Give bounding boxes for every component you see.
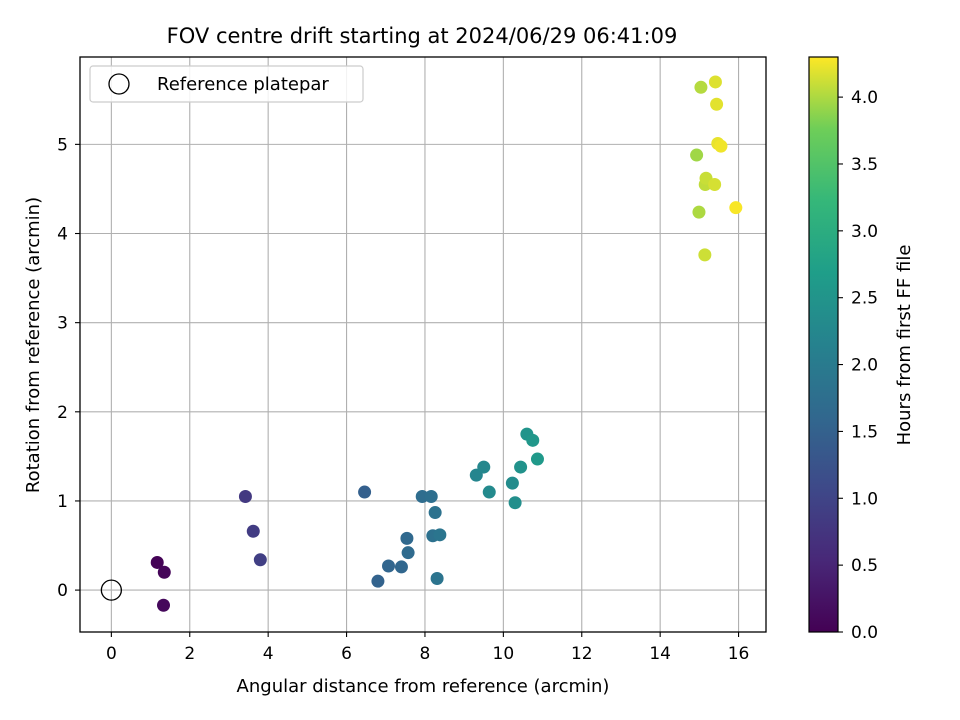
colorbar-tick-label: 1.5: [851, 422, 878, 442]
data-point: [394, 560, 408, 574]
data-point: [692, 205, 706, 219]
x-axis-label: Angular distance from reference (arcmin): [237, 676, 610, 697]
data-point: [156, 598, 170, 612]
colorbar-tick-label: 3.0: [851, 222, 878, 242]
reference-point: [100, 579, 123, 601]
x-tick-label: 12: [571, 644, 593, 664]
legend-marker-icon: [108, 73, 130, 95]
x-axis-ticks: 0 2 4 6 8 10 12 14 16: [106, 632, 749, 664]
data-point: [238, 489, 252, 503]
data-point: [253, 553, 267, 567]
colorbar-tick-label: 2.0: [851, 356, 878, 376]
colorbar-tick-label: 3.5: [851, 155, 878, 175]
reference-marker: [100, 579, 123, 601]
data-point: [401, 546, 415, 560]
colorbar-ticks: 0.0 0.5 1.0 1.5 2.0 2.5 3.0 3.5 4.0: [838, 88, 878, 643]
colorbar-tick-label: 1.0: [851, 489, 878, 509]
y-tick-label: 1: [57, 492, 68, 512]
x-tick-label: 8: [420, 644, 431, 664]
x-tick-label: 14: [649, 644, 671, 664]
y-axis-label: Rotation from reference (arcmin): [23, 197, 44, 493]
data-point: [415, 489, 429, 503]
grid: [80, 57, 766, 632]
colorbar-tick-label: 4.0: [851, 88, 878, 108]
data-point: [430, 572, 444, 586]
legend-entry: Reference platepar: [157, 74, 329, 95]
x-tick-label: 6: [341, 644, 352, 664]
data-point: [382, 559, 396, 573]
y-tick-label: 0: [57, 581, 68, 601]
y-tick-label: 5: [57, 135, 68, 155]
data-point: [694, 80, 708, 94]
data-point: [482, 485, 496, 499]
data-point: [371, 574, 385, 588]
data-point: [428, 506, 442, 520]
y-tick-label: 4: [57, 225, 68, 245]
colorbar-label: Hours from first FF file: [894, 245, 915, 446]
data-point: [400, 531, 414, 545]
data-point: [708, 75, 722, 89]
data-point: [698, 248, 712, 262]
data-point: [246, 524, 260, 538]
data-point: [157, 565, 171, 579]
data-point: [729, 201, 743, 215]
data-point: [477, 460, 491, 474]
data-point: [433, 528, 447, 542]
data-point: [358, 485, 372, 499]
colorbar-tick-label: 0.0: [851, 623, 878, 643]
data-point: [150, 555, 164, 569]
data-points: [150, 75, 743, 612]
x-tick-label: 0: [106, 644, 117, 664]
y-tick-label: 2: [57, 403, 68, 423]
colorbar-tick-label: 2.5: [851, 289, 878, 309]
y-axis-ticks: 0 1 2 3 4 5: [57, 135, 80, 601]
plot-frame: [79, 56, 767, 633]
x-tick-label: 16: [728, 644, 750, 664]
data-point: [424, 489, 438, 503]
x-tick-label: 4: [263, 644, 274, 664]
data-point: [526, 433, 540, 447]
colorbar: [808, 56, 839, 633]
data-point: [710, 97, 724, 111]
data-point: [690, 148, 704, 162]
data-point: [508, 496, 522, 510]
colorbar-tick-label: 0.5: [851, 556, 878, 576]
legend-box: [89, 65, 364, 103]
data-point: [530, 452, 544, 466]
data-point: [505, 476, 519, 490]
chart-title: FOV centre drift starting at 2024/06/29 …: [167, 24, 678, 48]
y-tick-label: 3: [57, 314, 68, 334]
legend: Reference platepar: [89, 65, 364, 103]
data-point: [714, 139, 728, 153]
data-point: [708, 177, 722, 191]
x-tick-label: 10: [493, 644, 515, 664]
data-point: [514, 460, 528, 474]
x-tick-label: 2: [184, 644, 195, 664]
